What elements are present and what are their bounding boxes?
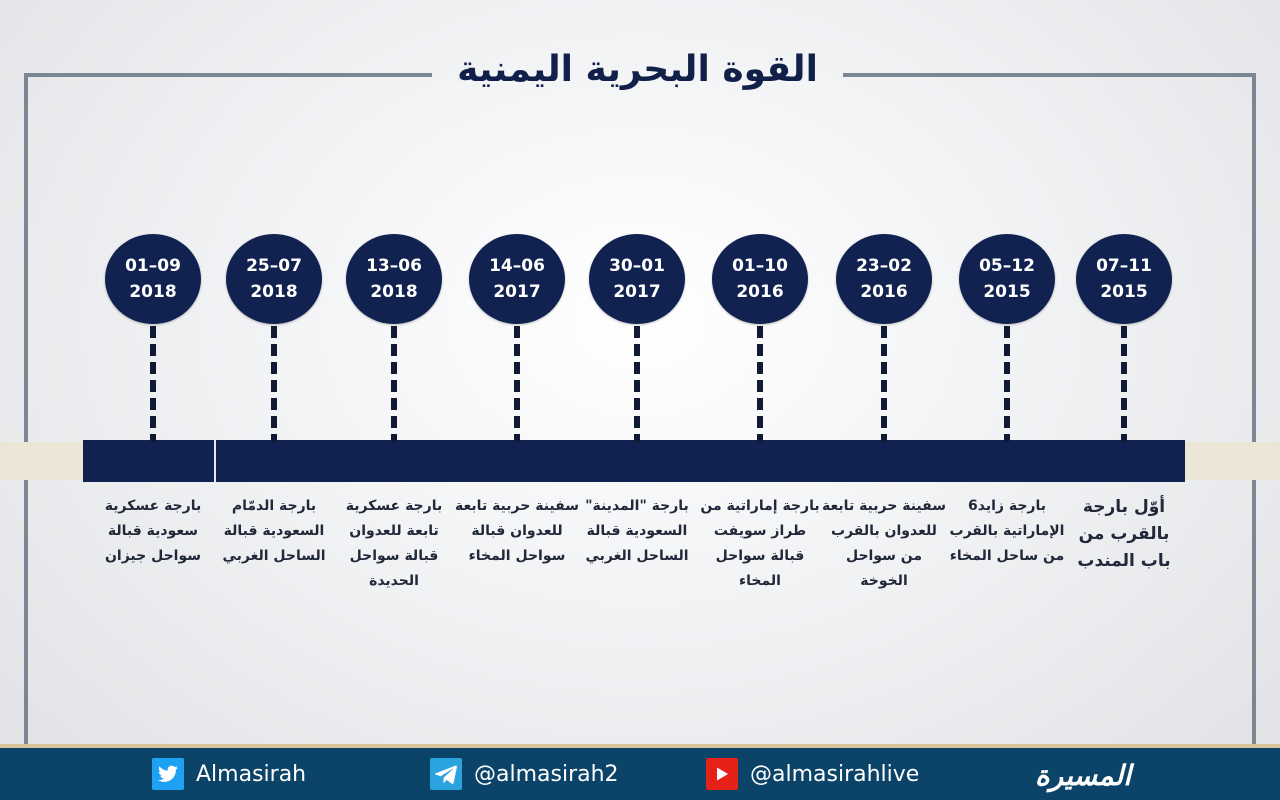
dashed-connector <box>1004 326 1010 442</box>
date-circle: 05–12 2015 <box>959 234 1055 324</box>
timeline-node: 07–11 2015 <box>1076 234 1172 442</box>
frame-top-right <box>843 73 1256 77</box>
event-description: بارجة عسكرية تابعة للعدوان قبالة سواحل ا… <box>345 498 443 589</box>
event-year: 2015 <box>983 282 1031 302</box>
dashed-connector <box>514 326 520 442</box>
event-year: 2015 <box>1100 282 1148 302</box>
page-title: القوة البحرية اليمنية <box>457 49 818 90</box>
date-circle: 01–10 2016 <box>712 234 808 324</box>
twitter-handle: Almasirah <box>196 761 307 787</box>
almasirah-logo: المسيرة <box>1034 759 1132 792</box>
event-year: 2018 <box>370 282 418 302</box>
event-description: سفينة حربية تابعة للعدوان بالقرب من سواح… <box>822 498 946 589</box>
date-circle: 01–09 2018 <box>105 234 201 324</box>
event-year: 2017 <box>613 282 661 302</box>
date-circle: 14–06 2017 <box>469 234 565 324</box>
twitter-link[interactable]: Almasirah <box>152 757 306 791</box>
footer-bar <box>0 748 1280 800</box>
timeline-node: 23–02 2016 <box>836 234 932 442</box>
timeline-node: 05–12 2015 <box>959 234 1055 442</box>
event-date: 01–09 <box>125 256 181 276</box>
event-description: بارجة عسكرية سعودية قبالة سواحل جيزان <box>104 498 202 564</box>
timeline-node: 14–06 2017 <box>469 234 565 442</box>
frame-top-left <box>24 73 432 77</box>
date-circle: 23–02 2016 <box>836 234 932 324</box>
frame-left <box>24 73 28 745</box>
event-description: بارجة الدمّام السعودية قبالة الساحل الغر… <box>222 498 326 564</box>
event-date: 13–06 <box>366 256 422 276</box>
dashed-connector <box>881 326 887 442</box>
event-date: 14–06 <box>489 256 545 276</box>
event-year: 2018 <box>250 282 298 302</box>
timeline-node: 01–09 2018 <box>105 234 201 442</box>
date-circle: 07–11 2015 <box>1076 234 1172 324</box>
event-date: 25–07 <box>246 256 302 276</box>
telegram-handle: @almasirah2 <box>474 761 619 787</box>
footer-accent-line <box>0 744 1280 748</box>
event-description: بارجة زايد6 الإماراتية بالقرب من ساحل ال… <box>949 498 1065 564</box>
date-circle: 13–06 2018 <box>346 234 442 324</box>
telegram-link[interactable]: @almasirah2 <box>430 757 619 791</box>
youtube-handle: @almasirahlive <box>750 761 920 787</box>
event-year: 2018 <box>129 282 177 302</box>
event-date: 01–10 <box>732 256 788 276</box>
timeline-bar-divider <box>214 440 216 482</box>
youtube-link[interactable]: @almasirahlive <box>706 757 919 791</box>
event-date: 23–02 <box>856 256 912 276</box>
event-description: بارجة إماراتية من طراز سويفت قبالة سواحل… <box>700 498 820 589</box>
event-year: 2017 <box>493 282 541 302</box>
dashed-connector <box>1121 326 1127 442</box>
timeline-node: 25–07 2018 <box>226 234 322 442</box>
event-year: 2016 <box>860 282 908 302</box>
dashed-connector <box>634 326 640 442</box>
event-date: 07–11 <box>1096 256 1152 276</box>
event-date: 05–12 <box>979 256 1035 276</box>
date-circle: 30–01 2017 <box>589 234 685 324</box>
frame-right <box>1252 73 1256 745</box>
twitter-icon <box>152 758 184 790</box>
event-description: سفينة حربية تابعة للعدوان قبالة سواحل ال… <box>455 498 579 564</box>
dashed-connector <box>150 326 156 442</box>
dashed-connector <box>757 326 763 442</box>
date-circle: 25–07 2018 <box>226 234 322 324</box>
timeline-node: 13–06 2018 <box>346 234 442 442</box>
event-date: 30–01 <box>609 256 665 276</box>
dashed-connector <box>271 326 277 442</box>
event-description: أوّل بارجة بالقرب من باب المندب <box>1077 497 1171 571</box>
youtube-icon <box>706 758 738 790</box>
event-year: 2016 <box>736 282 784 302</box>
dashed-connector <box>391 326 397 442</box>
timeline-bar <box>83 440 1185 482</box>
event-description: بارجة "المدينة" السعودية قبالة الساحل ال… <box>585 498 689 564</box>
telegram-icon <box>430 758 462 790</box>
timeline-node: 01–10 2016 <box>712 234 808 442</box>
timeline-node: 30–01 2017 <box>589 234 685 442</box>
